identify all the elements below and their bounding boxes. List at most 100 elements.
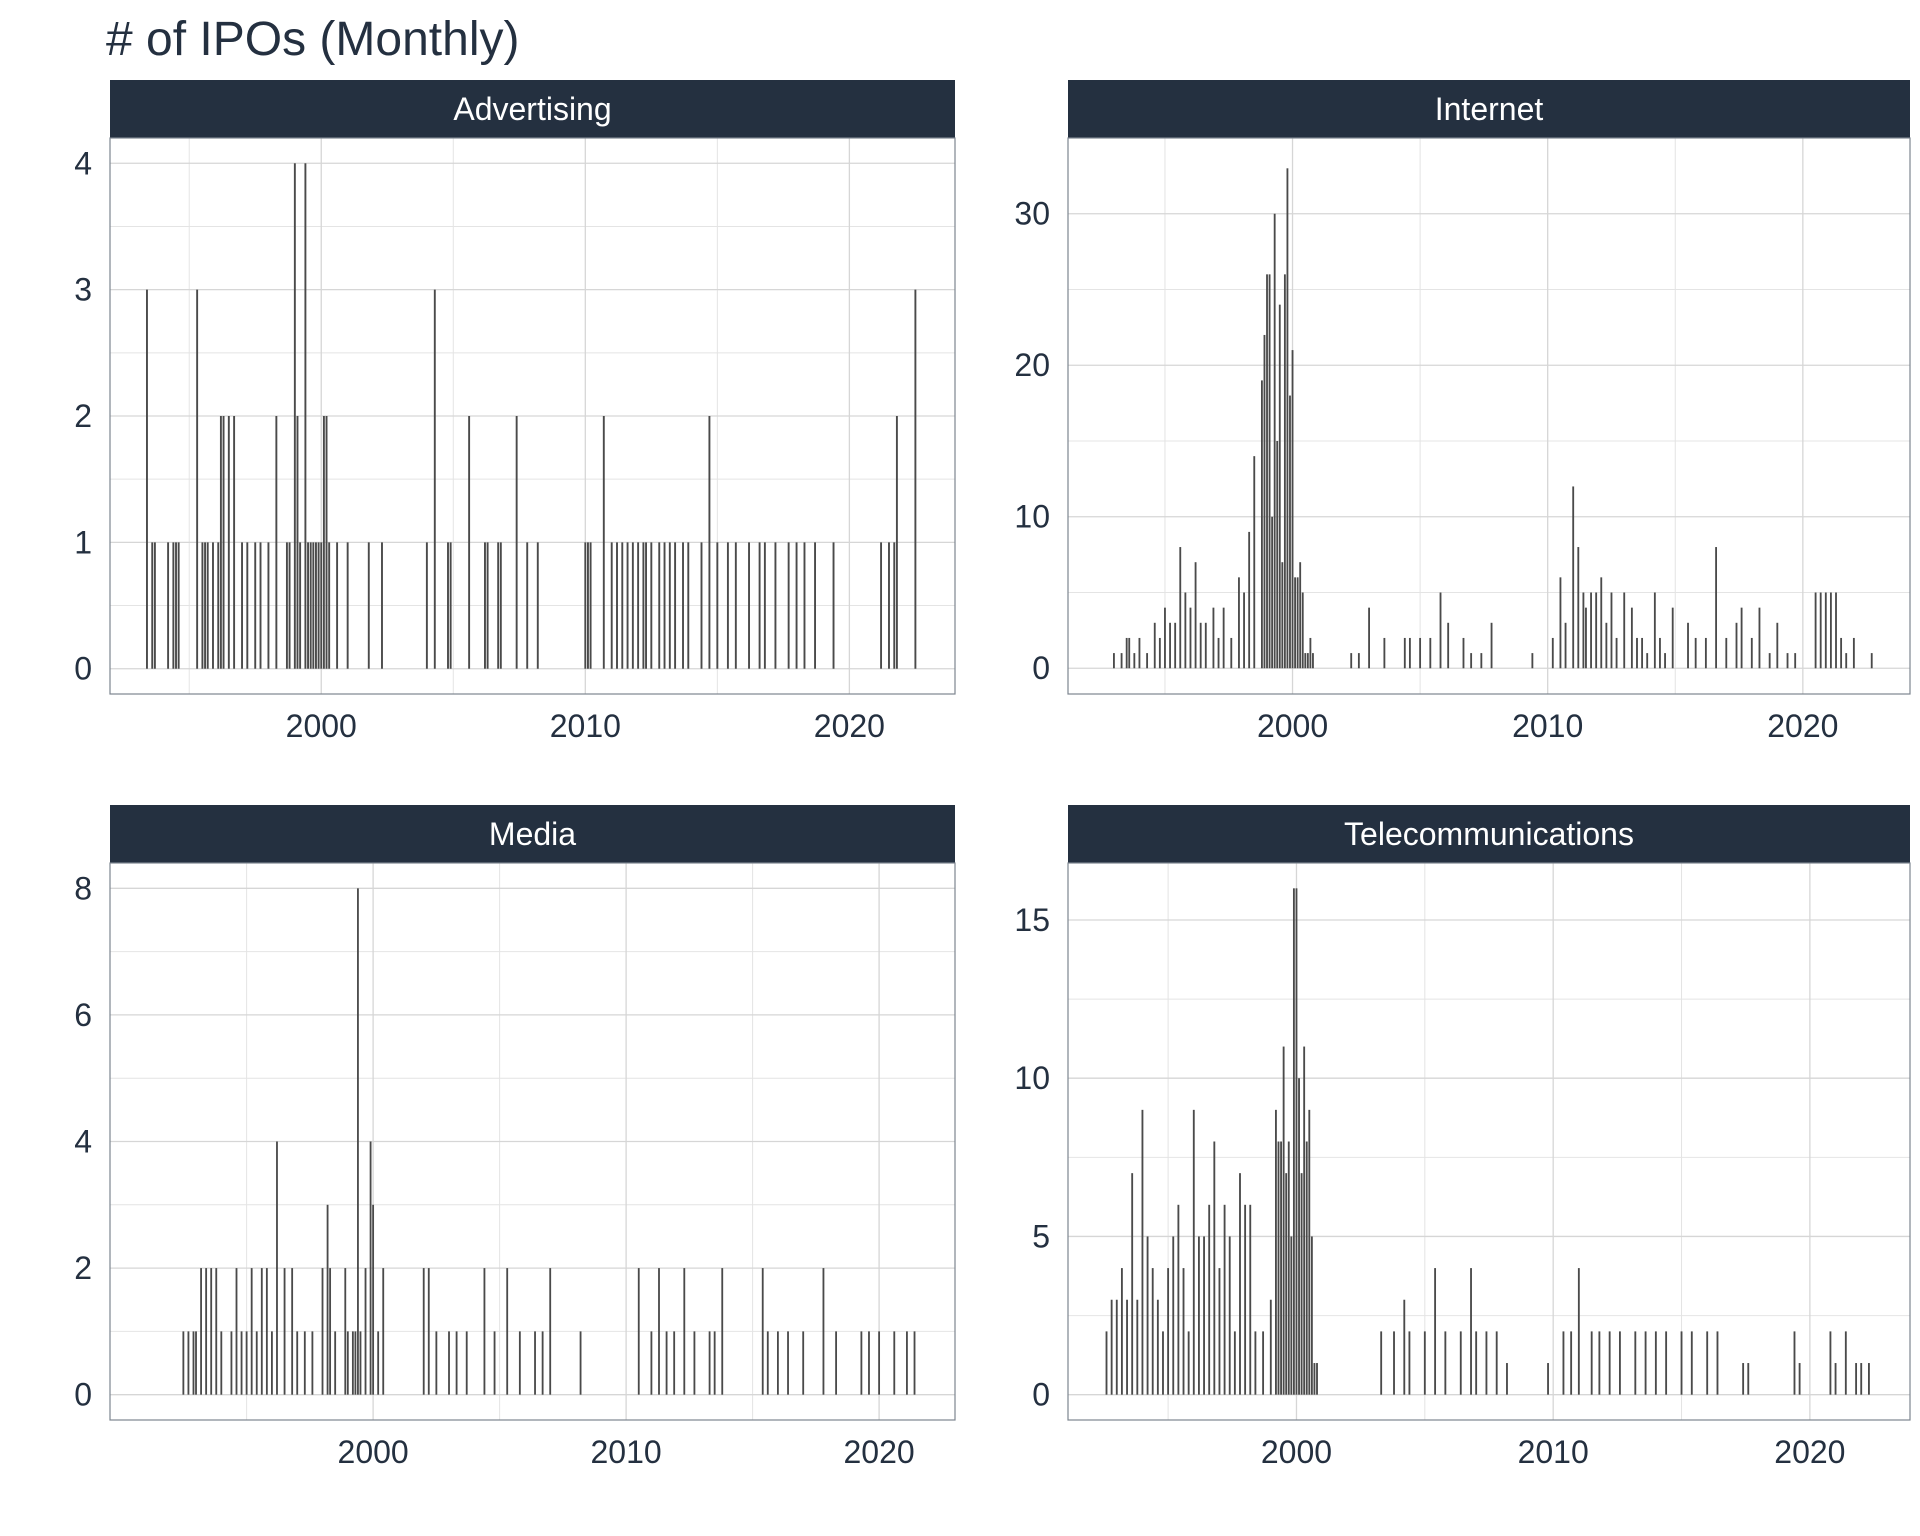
bar	[1277, 1141, 1280, 1395]
bar	[1128, 637, 1131, 669]
bar	[1835, 592, 1837, 669]
bar	[1577, 547, 1580, 669]
bar	[650, 542, 653, 669]
bar	[351, 1331, 354, 1395]
bar	[1572, 486, 1575, 669]
bar	[291, 1268, 294, 1395]
bar	[449, 542, 452, 669]
facet-panel-telecommunications: Telecommunications 0 5 10 15 2000 2010 2020	[1014, 805, 1911, 1470]
y-tick-label: 6	[74, 997, 92, 1033]
bar	[354, 1331, 357, 1395]
bar	[895, 416, 898, 669]
bar	[1495, 1331, 1498, 1395]
panel-border	[109, 862, 956, 1421]
bar	[1296, 577, 1299, 669]
x-tick-label: 2000	[286, 708, 357, 744]
panel-border	[1067, 862, 1911, 1421]
bar	[1562, 1331, 1565, 1395]
bar	[219, 416, 222, 669]
x-tick-label: 2010	[550, 708, 621, 744]
bar	[200, 1268, 202, 1395]
bar	[259, 542, 262, 669]
bar	[1208, 1204, 1211, 1395]
bar	[1287, 1141, 1290, 1395]
bar	[201, 542, 204, 669]
bar	[1758, 607, 1761, 669]
bar	[1740, 607, 1743, 669]
bar	[1126, 1299, 1128, 1395]
bar	[364, 1268, 367, 1395]
bar	[1470, 653, 1473, 669]
bar	[372, 1204, 375, 1395]
bar	[1295, 888, 1298, 1395]
bar	[1610, 592, 1613, 669]
bar	[1840, 637, 1843, 669]
bar	[637, 1268, 640, 1395]
bar	[1687, 622, 1689, 669]
bar	[267, 542, 270, 669]
bar	[1218, 1268, 1221, 1395]
bar	[1312, 653, 1314, 669]
bar	[151, 542, 154, 669]
bar	[1308, 1109, 1311, 1395]
bar	[1716, 1331, 1719, 1395]
bar	[587, 542, 589, 669]
bar	[1564, 622, 1567, 669]
bar	[1299, 562, 1302, 669]
bar	[322, 416, 325, 669]
bar	[1585, 607, 1587, 669]
bar	[1630, 607, 1633, 669]
bar	[1141, 1109, 1144, 1395]
y-tick-label: 1	[74, 524, 92, 560]
bar	[774, 542, 777, 669]
x-tick-label: 2020	[1774, 1434, 1845, 1470]
bar	[146, 289, 148, 669]
y-tick-label: 2	[74, 1250, 92, 1286]
bar	[860, 1331, 863, 1395]
bar	[177, 542, 180, 669]
bar	[674, 542, 677, 669]
bar	[315, 542, 317, 669]
bar	[1590, 1331, 1593, 1395]
bar	[1276, 440, 1279, 669]
bar	[1819, 592, 1822, 669]
bar	[878, 1331, 881, 1395]
bar	[880, 542, 883, 669]
bar	[233, 416, 236, 669]
bar	[325, 416, 328, 669]
bar	[665, 1331, 668, 1395]
bar	[312, 542, 315, 669]
x-tick-label: 2020	[814, 708, 885, 744]
bar	[1192, 1109, 1195, 1395]
bar	[1600, 577, 1603, 669]
bar	[1291, 350, 1294, 669]
bar	[1350, 653, 1353, 669]
y-tick-label: 0	[74, 1377, 92, 1413]
bar	[1798, 1363, 1801, 1395]
bar	[868, 1331, 870, 1395]
bar	[230, 1331, 233, 1395]
bar	[285, 542, 288, 669]
bar	[913, 1331, 916, 1395]
bar	[1747, 1363, 1750, 1395]
bar	[1286, 168, 1289, 669]
bar	[1136, 1299, 1139, 1395]
bar	[795, 542, 798, 669]
bar	[1408, 1331, 1411, 1395]
bar	[1742, 1363, 1745, 1395]
bar	[240, 1331, 243, 1395]
bar	[497, 542, 500, 669]
bar	[1243, 592, 1245, 669]
y-tick-label: 2	[74, 398, 92, 434]
bar	[303, 1331, 306, 1395]
bar	[1301, 592, 1304, 669]
bar	[832, 542, 835, 669]
bar	[1439, 592, 1442, 669]
bar	[1814, 592, 1817, 669]
bar	[192, 1331, 195, 1395]
bar	[1289, 395, 1291, 669]
bar	[212, 542, 214, 669]
bar	[616, 542, 618, 669]
facet-strip	[110, 805, 955, 863]
bar	[888, 542, 890, 669]
